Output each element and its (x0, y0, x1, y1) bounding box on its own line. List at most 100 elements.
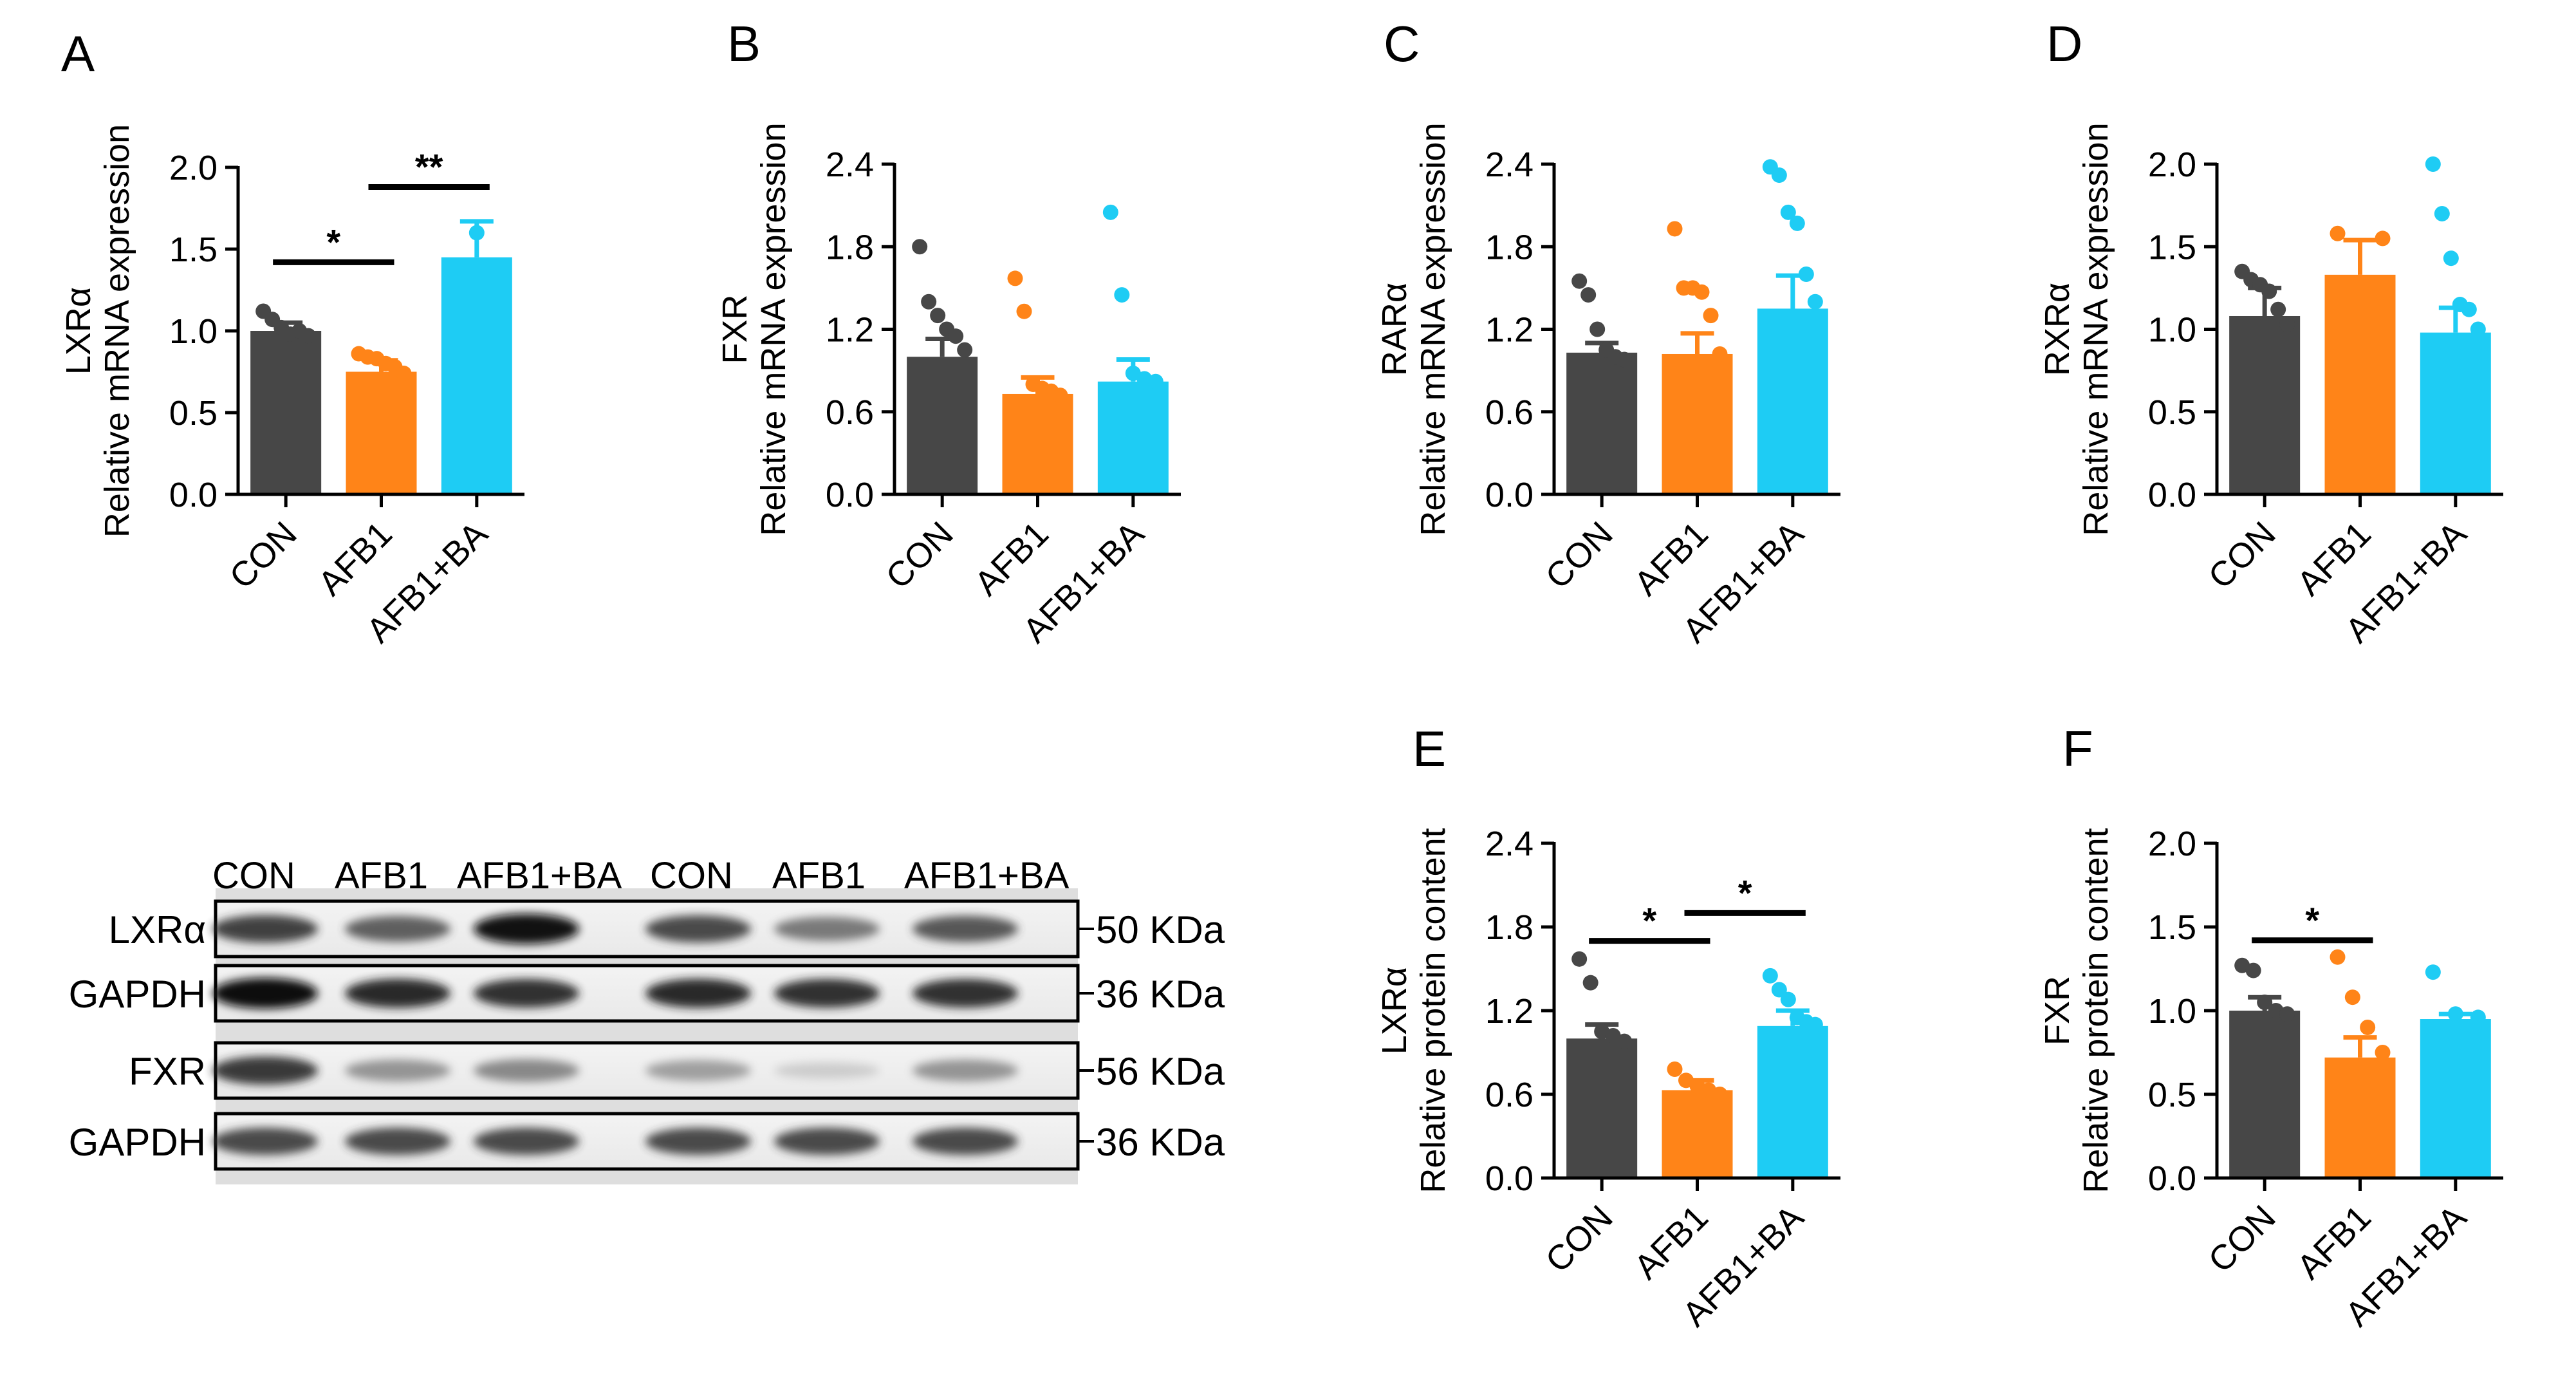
x-tick-label: AFB1 (1627, 1198, 1716, 1287)
bar-afb1-plus-ba (1757, 308, 1828, 494)
y-tick-label: 1.0 (2148, 992, 2196, 1031)
data-point (2375, 1045, 2391, 1060)
data-point (2443, 250, 2459, 266)
bar-afb1-plus-ba (441, 257, 512, 494)
x-tick-label: CON (222, 514, 304, 596)
data-point (1798, 266, 1814, 282)
blot-band (345, 915, 450, 942)
data-point (1712, 1087, 1728, 1102)
blot-band (474, 913, 579, 944)
data-point (2279, 1006, 2295, 1022)
y-tick-label: 2.0 (169, 149, 218, 187)
data-point (1617, 351, 1633, 368)
x-tick-label: AFB1 (2290, 1198, 2378, 1287)
blot-band (913, 915, 1018, 942)
data-point (2270, 301, 2286, 317)
y-axis-label-gene: LXRα (1375, 967, 1414, 1054)
bar-afb1 (346, 371, 417, 494)
y-tick-label: 1.2 (826, 311, 874, 350)
blot-band (774, 978, 880, 1008)
y-tick-label: 0.0 (2148, 1159, 2196, 1198)
data-point (2360, 1020, 2376, 1035)
data-point (1667, 1061, 1683, 1077)
blot-band (774, 1127, 880, 1155)
data-point (1147, 373, 1163, 389)
data-point (2434, 205, 2450, 221)
blot-band (345, 1060, 450, 1081)
blot-protein-label: LXRα (109, 908, 206, 951)
panel-label-D: D (2046, 15, 2082, 72)
panel-label-B: B (727, 15, 761, 72)
bar-con (907, 357, 978, 494)
blot-marker-label: 56 KDa (1096, 1050, 1225, 1093)
data-point (1807, 1016, 1823, 1033)
blot-band (345, 1127, 450, 1155)
y-tick-label: 0.0 (1485, 1159, 1534, 1198)
data-point (912, 239, 928, 255)
bar-afb1 (1662, 353, 1733, 494)
y-tick-label: 1.8 (826, 228, 874, 266)
bar-afb1 (1662, 1090, 1733, 1178)
x-tick-label: CON (878, 514, 960, 596)
blot-lane-labels: CON AFB1 AFB1+BA CON AFB1 AFB1+BA (212, 855, 1070, 897)
blot-band (212, 915, 318, 943)
data-point (1789, 215, 1805, 231)
data-point (1589, 321, 1606, 337)
bar-afb1-plus-ba (2420, 1019, 2491, 1178)
y-tick-label: 2.4 (1485, 145, 1534, 184)
blot-band (474, 1059, 579, 1082)
blot-band (474, 1127, 579, 1155)
bar-afb1 (2324, 274, 2396, 494)
blot-marker-label: 36 KDa (1096, 1121, 1225, 1164)
y-axis-label: Relative protein content (2077, 828, 2115, 1193)
blot-band (474, 978, 579, 1008)
blot-band (645, 978, 751, 1008)
data-point (948, 328, 964, 344)
panel-label-E: E (1413, 720, 1446, 777)
y-tick-label: 1.5 (169, 230, 218, 269)
y-axis-label: Relative mRNA expression (1414, 122, 1452, 536)
blot-protein-label: FXR (129, 1050, 206, 1093)
y-tick-label: 0.0 (169, 476, 218, 514)
data-point (2470, 1009, 2486, 1025)
significance-label: * (326, 221, 340, 262)
data-point (2470, 321, 2486, 337)
y-axis-label: Relative mRNA expression (754, 122, 793, 536)
data-point (2330, 949, 2346, 965)
y-tick-label: 0.6 (1485, 393, 1534, 432)
blot-marker-label: 36 KDa (1096, 973, 1225, 1016)
y-axis-label-gene: FXR (716, 295, 754, 364)
lane-label: AFB1 (772, 855, 866, 897)
data-point (1617, 1033, 1633, 1049)
y-tick-label: 0.5 (2148, 1076, 2196, 1114)
x-tick-label: AFB1 (2290, 514, 2378, 603)
bar-afb1-plus-ba (2420, 332, 2491, 494)
y-tick-label: 0.6 (826, 393, 874, 432)
data-point (1052, 388, 1068, 404)
panel-label-A: A (61, 25, 95, 82)
bar-afb1-plus-ba (1757, 1025, 1828, 1178)
data-point (1582, 975, 1598, 991)
data-point (1807, 294, 1823, 310)
blot-band (645, 1127, 751, 1155)
data-point (1694, 284, 1710, 300)
blot-band (645, 915, 751, 943)
panel-label-F: F (2062, 720, 2093, 777)
y-tick-label: 0.0 (2148, 476, 2196, 514)
data-point (2245, 962, 2261, 978)
x-tick-label: CON (1538, 514, 1620, 596)
data-point (1016, 303, 1032, 319)
x-tick-label: AFB1 (1627, 514, 1716, 603)
x-tick-label: CON (2201, 1198, 2283, 1280)
y-tick-label: 2.0 (2148, 825, 2196, 863)
